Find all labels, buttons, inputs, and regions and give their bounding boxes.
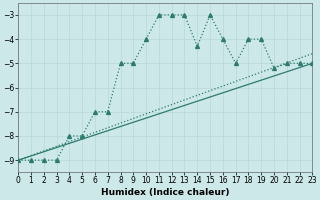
X-axis label: Humidex (Indice chaleur): Humidex (Indice chaleur) [101,188,229,197]
